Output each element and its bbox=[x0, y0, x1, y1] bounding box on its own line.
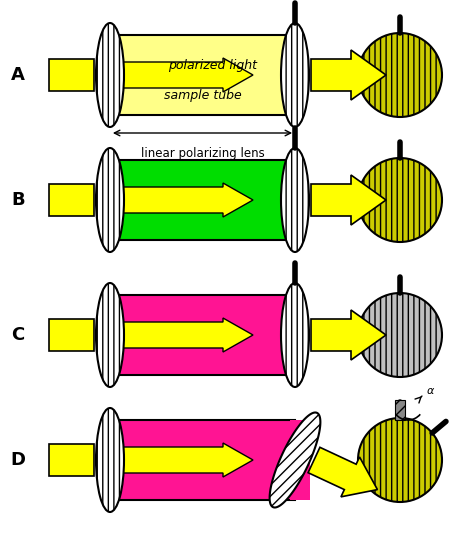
Ellipse shape bbox=[96, 408, 124, 512]
Bar bbox=[110, 295, 295, 375]
FancyArrow shape bbox=[308, 447, 377, 497]
Text: D: D bbox=[10, 451, 25, 469]
Text: B: B bbox=[11, 191, 25, 209]
Bar bbox=[395, 400, 405, 420]
Ellipse shape bbox=[281, 23, 309, 127]
Circle shape bbox=[358, 33, 442, 117]
Circle shape bbox=[358, 293, 442, 377]
FancyArrow shape bbox=[122, 183, 253, 217]
Bar bbox=[290, 420, 310, 500]
Bar bbox=[49, 184, 94, 216]
Ellipse shape bbox=[281, 283, 309, 387]
Text: C: C bbox=[11, 326, 25, 344]
Bar bbox=[110, 420, 295, 500]
Text: A: A bbox=[11, 66, 25, 84]
Bar bbox=[110, 160, 295, 240]
Text: linear polarizing lens: linear polarizing lens bbox=[141, 147, 264, 160]
Bar bbox=[49, 319, 94, 351]
Text: sample tube: sample tube bbox=[163, 89, 242, 102]
FancyArrow shape bbox=[311, 50, 386, 100]
Bar bbox=[49, 444, 94, 476]
Bar bbox=[110, 35, 295, 115]
Text: polarized light: polarized light bbox=[168, 58, 257, 72]
FancyArrow shape bbox=[311, 310, 386, 360]
Bar bbox=[49, 59, 94, 91]
Ellipse shape bbox=[96, 148, 124, 252]
Circle shape bbox=[358, 418, 442, 502]
Polygon shape bbox=[270, 412, 321, 508]
FancyArrow shape bbox=[122, 443, 253, 477]
Circle shape bbox=[358, 158, 442, 242]
Text: $\alpha$: $\alpha$ bbox=[426, 386, 435, 396]
Ellipse shape bbox=[281, 148, 309, 252]
Ellipse shape bbox=[96, 283, 124, 387]
FancyArrow shape bbox=[311, 175, 386, 225]
Ellipse shape bbox=[96, 23, 124, 127]
FancyArrow shape bbox=[122, 58, 253, 92]
FancyArrow shape bbox=[122, 318, 253, 352]
